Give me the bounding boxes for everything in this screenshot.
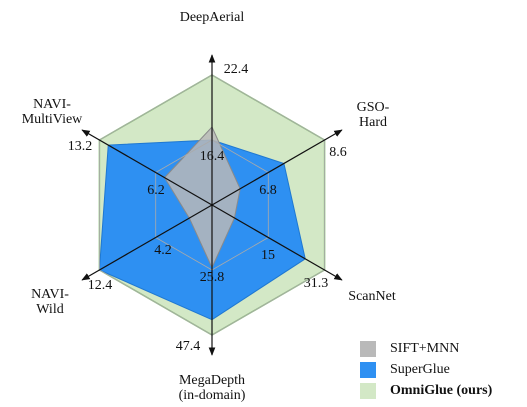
tick-label: 47.4 xyxy=(176,339,201,354)
tick-label: 22.4 xyxy=(224,62,249,77)
axis-line xyxy=(211,129,343,206)
axis-line xyxy=(81,129,213,206)
axis-name: (in-domain) xyxy=(179,388,246,403)
legend-swatch xyxy=(360,341,376,357)
tick-label: 16.4 xyxy=(200,149,225,164)
axis-line xyxy=(211,204,343,281)
axis-name: Wild xyxy=(36,302,63,317)
axis-name: DeepAerial xyxy=(180,10,245,25)
tick-label: 31.3 xyxy=(304,276,329,291)
tick-label: 12.4 xyxy=(88,278,113,293)
legend-label: SIFT+MNN xyxy=(390,341,459,356)
tick-label: 13.2 xyxy=(68,139,93,154)
legend-swatch xyxy=(360,362,376,378)
tick-label: 25.8 xyxy=(200,270,225,285)
legend-swatch xyxy=(360,383,376,399)
tick-label: 4.2 xyxy=(154,243,172,258)
axis-name: NAVI- xyxy=(31,287,69,302)
axis-name: MegaDepth xyxy=(179,373,245,388)
tick-label: 6.2 xyxy=(147,183,165,198)
axis-name: ScanNet xyxy=(348,289,396,304)
tick-label: 8.6 xyxy=(329,145,347,160)
axis-name: Hard xyxy=(359,115,387,130)
legend-label: OmniGlue (ours) xyxy=(390,383,493,398)
axis-line xyxy=(81,204,213,281)
axis-name: MultiView xyxy=(22,112,83,127)
tick-label: 15 xyxy=(261,248,275,263)
tick-label: 6.8 xyxy=(259,183,277,198)
legend-label: SuperGlue xyxy=(390,362,450,377)
axis-name: GSO- xyxy=(357,100,390,115)
axis-name: NAVI- xyxy=(33,97,71,112)
